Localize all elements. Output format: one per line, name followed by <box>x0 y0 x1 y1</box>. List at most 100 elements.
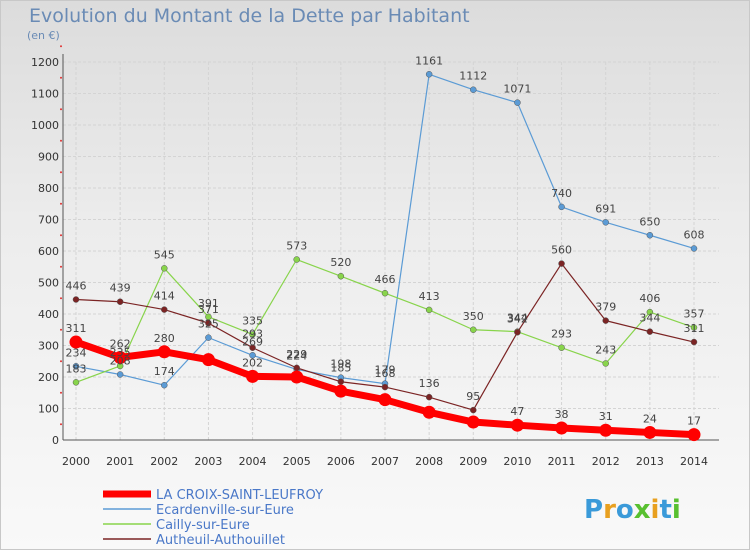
data-point-2 <box>690 324 698 331</box>
data-point-1 <box>425 71 433 78</box>
y-minor-tick <box>60 265 62 268</box>
y-tick-label: 900 <box>38 151 59 164</box>
y-minor-tick <box>60 45 62 48</box>
data-point-0 <box>69 335 83 349</box>
x-tick-label: 2001 <box>106 455 134 468</box>
y-tick-label: 700 <box>38 214 59 227</box>
data-label-1: 208 <box>110 354 131 367</box>
data-point-1 <box>558 203 565 211</box>
data-point-0 <box>555 421 569 435</box>
y-tick-label: 600 <box>38 245 59 258</box>
data-label-3: 185 <box>330 362 351 375</box>
data-label-2: 293 <box>551 328 572 341</box>
data-label-3: 379 <box>595 301 616 314</box>
data-point-3 <box>205 319 212 327</box>
data-point-1 <box>249 352 256 359</box>
data-point-3 <box>72 296 80 303</box>
y-minor-tick <box>60 360 62 363</box>
data-point-0 <box>113 350 127 364</box>
data-label-2: 357 <box>684 308 705 321</box>
data-label-3: 136 <box>419 377 440 390</box>
data-point-3 <box>337 378 345 385</box>
data-label-0: 47 <box>510 405 524 418</box>
data-label-0: 280 <box>154 332 175 345</box>
data-label-1: 1112 <box>459 70 487 83</box>
y-tick-label: 100 <box>38 403 59 416</box>
data-point-0 <box>510 418 524 432</box>
data-label-0: 262 <box>110 337 131 350</box>
y-minor-tick <box>60 391 62 394</box>
data-point-3 <box>690 338 698 346</box>
data-label-2: 235 <box>110 346 131 359</box>
data-label-2: 183 <box>66 362 87 375</box>
data-point-3 <box>425 393 433 401</box>
y-tick-label: 0 <box>52 434 59 447</box>
data-point-0 <box>643 425 657 439</box>
data-point-2 <box>337 272 345 280</box>
data-point-0 <box>290 370 304 384</box>
y-minor-tick <box>60 297 62 300</box>
y-minor-tick <box>60 76 62 79</box>
data-point-2 <box>205 313 212 321</box>
data-label-3: 168 <box>375 367 396 380</box>
data-label-3: 371 <box>198 303 219 316</box>
data-point-2 <box>646 308 654 316</box>
y-tick-label: 200 <box>38 371 59 384</box>
y-minor-tick <box>60 202 62 205</box>
y-tick-label: 400 <box>38 308 59 321</box>
x-tick-label: 2010 <box>503 455 531 468</box>
data-point-1 <box>205 334 212 341</box>
data-point-3 <box>381 383 389 391</box>
data-label-0: 311 <box>66 322 87 335</box>
x-tick-label: 2011 <box>548 455 576 468</box>
data-label-2: 520 <box>330 256 351 269</box>
data-point-2 <box>470 326 477 333</box>
data-point-3 <box>558 260 565 267</box>
legend-label-2: Cailly-sur-Eure <box>156 518 250 533</box>
y-tick-label: 1100 <box>31 88 59 101</box>
data-label-0: 38 <box>555 408 569 421</box>
data-label-1: 179 <box>375 364 396 377</box>
data-label-0: 24 <box>643 412 657 425</box>
y-minor-tick <box>60 171 62 174</box>
data-point-3 <box>161 306 168 313</box>
data-point-1 <box>602 219 609 226</box>
data-label-3: 439 <box>110 282 131 295</box>
legend-label-3: Autheuil-Authouillet <box>156 533 285 548</box>
data-point-2 <box>425 306 433 314</box>
data-label-3: 560 <box>551 244 572 257</box>
data-label-1: 234 <box>66 346 87 359</box>
x-tick-label: 2005 <box>283 455 311 468</box>
data-label-3: 446 <box>66 280 87 293</box>
data-point-1 <box>116 371 124 378</box>
data-label-1: 198 <box>330 358 351 371</box>
data-point-0 <box>378 393 392 407</box>
data-point-0 <box>157 345 171 359</box>
data-point-0 <box>334 384 348 398</box>
data-point-0 <box>599 423 613 437</box>
data-label-3: 95 <box>466 390 480 403</box>
data-point-0 <box>246 369 260 383</box>
data-label-0: 17 <box>687 415 701 428</box>
x-tick-label: 2000 <box>62 455 90 468</box>
data-point-1 <box>690 245 698 252</box>
y-minor-tick <box>60 139 62 142</box>
data-label-2: 545 <box>154 248 175 261</box>
proxiti-logo: Proxiti <box>584 495 681 525</box>
y-tick-label: 1000 <box>31 119 59 132</box>
data-point-3 <box>514 329 521 336</box>
y-minor-tick <box>60 108 62 111</box>
data-point-2 <box>293 256 300 263</box>
data-point-2 <box>381 289 389 297</box>
data-label-2: 406 <box>639 292 660 305</box>
x-tick-label: 2007 <box>371 455 399 468</box>
data-label-2: 413 <box>419 290 440 303</box>
data-point-2 <box>558 344 565 351</box>
data-label-0: 202 <box>242 356 263 369</box>
data-label-0: 31 <box>599 410 613 423</box>
data-label-3: 293 <box>242 328 263 341</box>
y-tick-label: 500 <box>38 277 59 290</box>
data-point-1 <box>514 99 521 106</box>
data-label-2: 573 <box>286 240 307 253</box>
data-label-1: 650 <box>639 215 660 228</box>
